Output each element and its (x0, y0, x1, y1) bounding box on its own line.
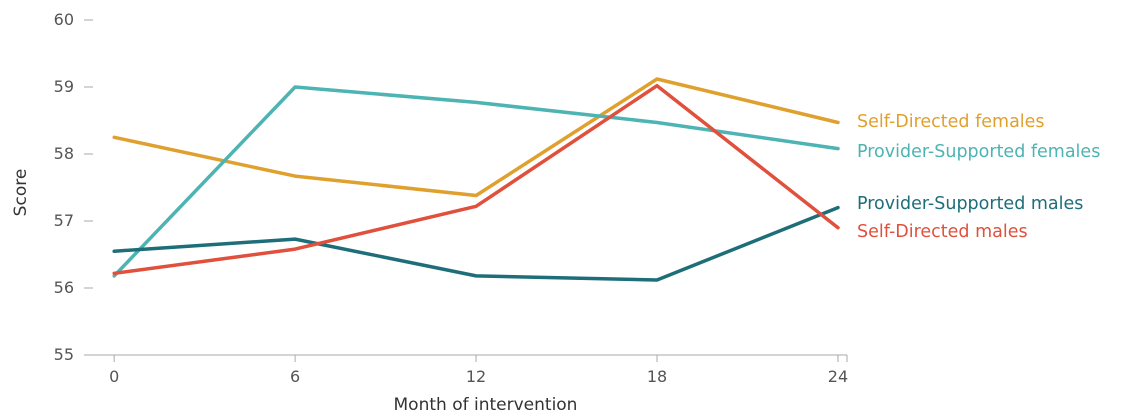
x-tick-label: 0 (109, 367, 119, 386)
series-label-3: Self-Directed males (857, 222, 1028, 242)
series-labels: Self-Directed females Provider-Supported … (857, 112, 1100, 242)
series-line-3 (112, 83, 840, 276)
y-axis: 55 56 57 58 59 60 (54, 10, 93, 364)
series-label-0: Self-Directed females (857, 112, 1045, 132)
y-tick-label: 58 (54, 144, 74, 163)
series-label-1: Provider-Supported females (857, 142, 1100, 162)
series-line-2 (112, 205, 840, 282)
y-tick-label: 59 (54, 77, 74, 96)
x-tick-label: 18 (647, 367, 667, 386)
series-lines (112, 77, 840, 282)
x-axis-title: Month of intervention (394, 395, 578, 415)
x-axis: 0 6 12 18 24 (84, 354, 848, 386)
x-tick-label: 24 (828, 367, 848, 386)
series-line-1 (112, 85, 840, 278)
y-tick-label: 55 (54, 345, 74, 364)
series-line-0 (112, 77, 840, 198)
y-tick-label: 56 (54, 278, 74, 297)
x-tick-label: 6 (290, 367, 300, 386)
x-tick-label: 12 (466, 367, 486, 386)
y-axis-title: Score (11, 169, 31, 217)
y-tick-label: 57 (54, 211, 74, 230)
series-label-2: Provider-Supported males (857, 194, 1083, 214)
y-tick-label: 60 (54, 10, 74, 29)
